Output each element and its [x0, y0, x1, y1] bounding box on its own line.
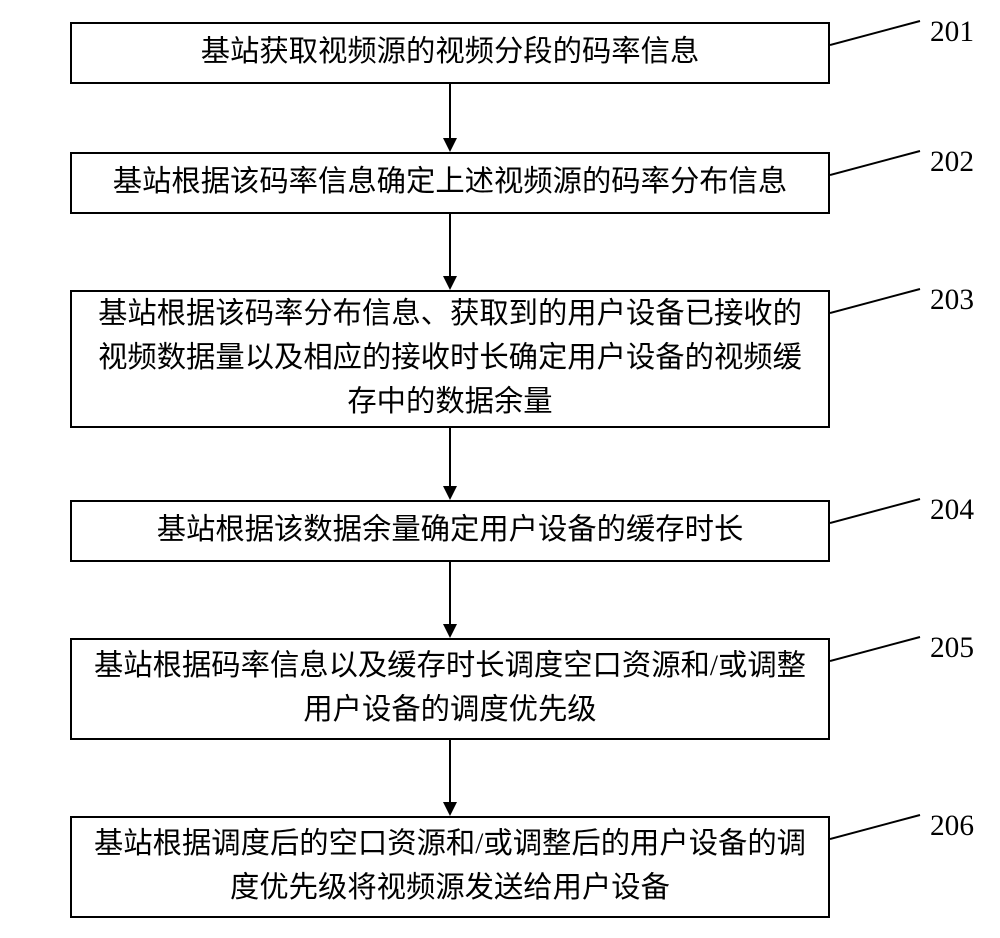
- flow-node-n3: 基站根据该码率分布信息、获取到的用户设备已接收的视频数据量以及相应的接收时长确定…: [70, 290, 830, 428]
- flowchart-container: 基站获取视频源的视频分段的码率信息 201 基站根据该码率信息确定上述视频源的码率分…: [0, 0, 1000, 938]
- leader-line-n3: [830, 285, 924, 315]
- flow-arrow-n3-n4: [438, 428, 462, 500]
- leader-line-n2: [830, 147, 924, 177]
- flow-arrow-n5-n6: [438, 740, 462, 816]
- flow-node-n6: 基站根据调度后的空口资源和/或调整后的用户设备的调度优先级将视频源发送给用户设备: [70, 816, 830, 918]
- flow-node-n5: 基站根据码率信息以及缓存时长调度空口资源和/或调整用户设备的调度优先级: [70, 638, 830, 740]
- flow-node-text: 基站根据该码率分布信息、获取到的用户设备已接收的视频数据量以及相应的接收时长确定…: [92, 293, 808, 425]
- flow-arrow-n2-n3: [438, 214, 462, 290]
- flow-node-n4: 基站根据该数据余量确定用户设备的缓存时长: [70, 500, 830, 562]
- flow-node-n1: 基站获取视频源的视频分段的码率信息: [70, 22, 830, 84]
- leader-line-n1: [830, 17, 924, 47]
- flow-step-label-204: 204: [930, 494, 974, 527]
- leader-line-n4: [830, 495, 924, 525]
- flow-arrow-n4-n5: [438, 562, 462, 638]
- flow-node-text: 基站根据码率信息以及缓存时长调度空口资源和/或调整用户设备的调度优先级: [92, 645, 808, 733]
- flow-node-text: 基站根据该数据余量确定用户设备的缓存时长: [157, 509, 744, 553]
- flow-node-n2: 基站根据该码率信息确定上述视频源的码率分布信息: [70, 152, 830, 214]
- leader-line-n5: [830, 633, 924, 663]
- flow-step-label-205: 205: [930, 632, 974, 665]
- flow-step-label-201: 201: [930, 16, 974, 49]
- flow-node-text: 基站获取视频源的视频分段的码率信息: [201, 31, 700, 75]
- flow-arrow-n1-n2: [438, 84, 462, 152]
- flow-step-label-206: 206: [930, 810, 974, 843]
- flow-step-label-202: 202: [930, 146, 974, 179]
- flow-step-label-203: 203: [930, 284, 974, 317]
- flow-node-text: 基站根据该码率信息确定上述视频源的码率分布信息: [113, 161, 788, 205]
- flow-node-text: 基站根据调度后的空口资源和/或调整后的用户设备的调度优先级将视频源发送给用户设备: [92, 823, 808, 911]
- leader-line-n6: [830, 811, 924, 841]
